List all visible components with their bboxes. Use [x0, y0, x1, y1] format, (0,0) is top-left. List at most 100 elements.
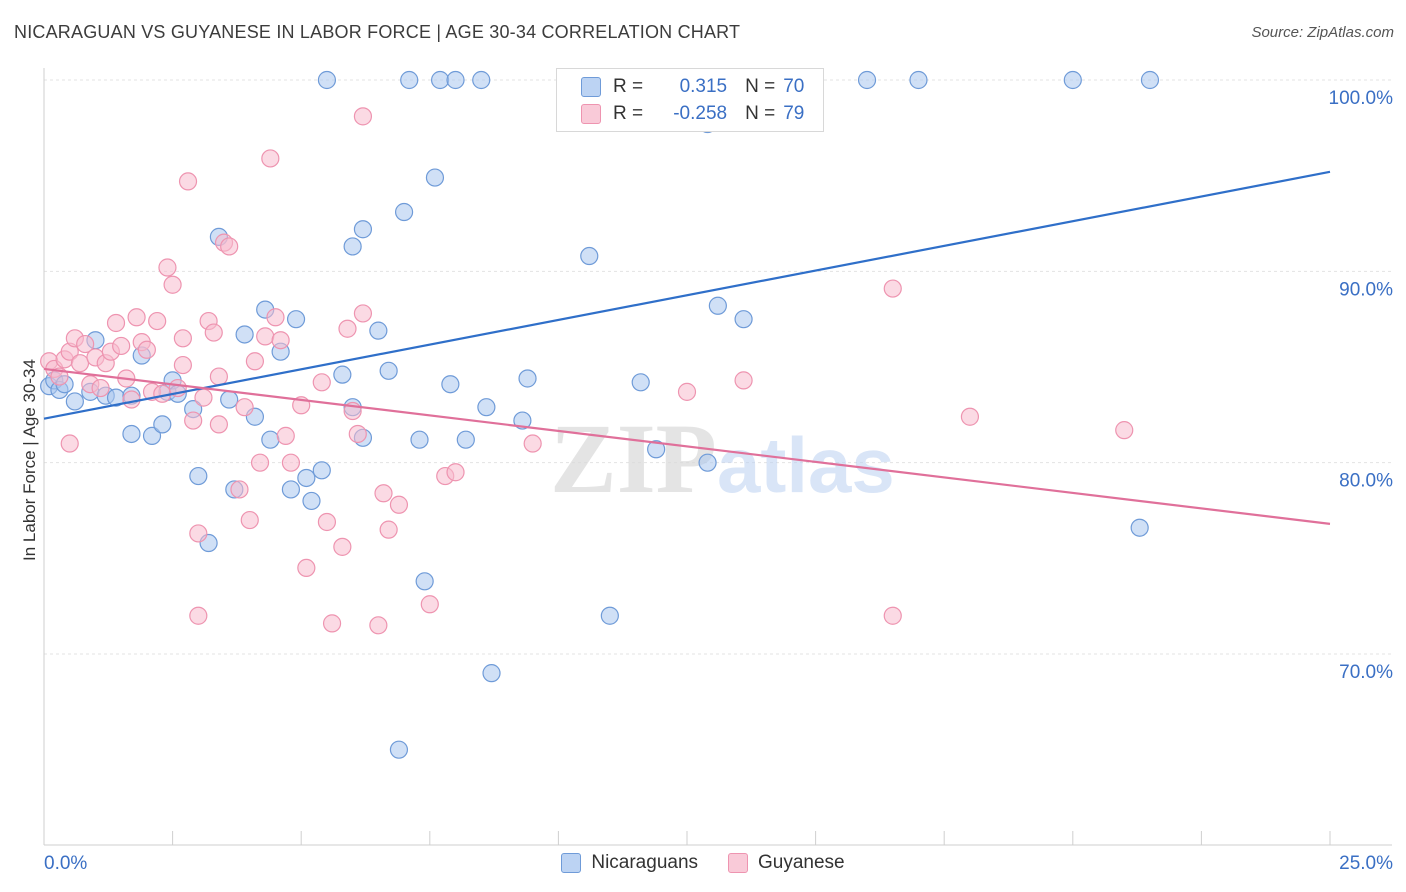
point-guyanese	[353, 304, 373, 323]
point-guyanese	[220, 237, 239, 256]
legend-swatch-blue	[581, 77, 601, 97]
point-nicaraguan	[281, 480, 301, 499]
point-nicaraguan	[1130, 518, 1149, 537]
point-guyanese	[348, 424, 367, 444]
point-guyanese	[297, 558, 316, 578]
y-tick-label: 80.0%	[1339, 471, 1393, 492]
point-guyanese	[312, 373, 331, 392]
trend-line-guyanese	[43, 367, 1331, 525]
point-nicaraguan	[302, 491, 321, 511]
point-guyanese	[158, 258, 177, 277]
correlation-legend: R = 0.315 N = 70 R = -0.258 N = 79	[556, 68, 824, 132]
point-nicaraguan	[600, 606, 619, 625]
point-guyanese	[883, 606, 902, 625]
point-guyanese	[420, 595, 439, 614]
legend-swatch-pink	[728, 853, 749, 873]
point-nicaraguan	[317, 70, 337, 90]
point-nicaraguan	[65, 392, 84, 411]
point-guyanese	[734, 371, 753, 390]
legend-swatch-blue	[561, 853, 582, 873]
tick-labels: 70.0% 80.0% 90.0% 100.0% 0.0% 25.0%	[44, 88, 1393, 874]
watermark: ZIP atlas	[550, 403, 895, 514]
point-guyanese	[209, 367, 228, 386]
axes	[43, 68, 1392, 846]
point-nicaraguan	[312, 461, 331, 480]
point-guyanese	[245, 352, 265, 371]
point-nicaraguan	[286, 310, 306, 329]
y-tick-label: 70.0%	[1339, 662, 1393, 683]
point-nicaraguan	[389, 740, 409, 759]
point-nicaraguan	[430, 70, 450, 90]
n-label: N =	[745, 76, 776, 97]
point-guyanese	[883, 279, 902, 298]
point-guyanese	[266, 308, 285, 327]
trend-line-nicaraguans	[43, 170, 1331, 420]
point-guyanese	[163, 275, 182, 294]
point-guyanese	[106, 313, 126, 333]
point-guyanese	[353, 107, 373, 126]
legend-label: Nicaraguans	[591, 852, 699, 873]
point-nicaraguan	[472, 70, 491, 90]
point-nicaraguan	[647, 440, 666, 459]
point-nicaraguan	[425, 168, 445, 187]
n-value: 79	[783, 103, 805, 124]
point-guyanese	[374, 484, 393, 503]
point-guyanese	[523, 434, 542, 453]
r-label: R =	[613, 103, 644, 124]
point-nicaraguan	[708, 296, 727, 315]
point-nicaraguan	[1140, 70, 1160, 90]
x-tick-label: 25.0%	[1339, 853, 1393, 874]
trend-lines	[43, 170, 1331, 525]
point-guyanese	[281, 453, 301, 472]
point-guyanese	[271, 331, 290, 350]
point-guyanese	[137, 340, 156, 359]
point-guyanese	[256, 327, 275, 346]
point-guyanese	[389, 495, 409, 514]
point-nicaraguan	[580, 246, 599, 266]
point-guyanese	[230, 480, 249, 499]
point-nicaraguan	[394, 202, 414, 222]
point-nicaraguan	[415, 572, 434, 591]
point-nicaraguan	[261, 430, 280, 449]
point-nicaraguan	[379, 361, 398, 380]
y-tick-label: 100.0%	[1329, 88, 1394, 109]
legend-item-nicaraguans[interactable]: Nicaraguans	[561, 852, 698, 874]
point-nicaraguan	[698, 453, 717, 472]
legend-item-guyanese[interactable]: Guyanese	[728, 852, 845, 874]
point-guyanese	[70, 354, 90, 373]
point-nicaraguan	[1063, 70, 1082, 90]
point-guyanese	[112, 336, 131, 356]
point-nicaraguan	[333, 365, 352, 384]
point-guyanese	[369, 616, 388, 635]
chart-title: NICARAGUAN VS GUYANESE IN LABOR FORCE | …	[14, 22, 741, 42]
watermark-atlas: atlas	[717, 421, 895, 509]
n-value: 70	[783, 76, 805, 97]
y-tick-label: 90.0%	[1339, 279, 1393, 300]
point-guyanese	[127, 308, 146, 327]
point-nicaraguan	[189, 466, 208, 486]
point-guyanese	[173, 355, 192, 375]
x-tick-label: 0.0%	[44, 853, 87, 874]
point-guyanese	[379, 520, 398, 539]
point-guyanese	[189, 524, 208, 543]
point-nicaraguan	[631, 373, 650, 392]
point-nicaraguan	[220, 390, 239, 409]
point-nicaraguan	[446, 70, 465, 90]
point-guyanese	[446, 463, 465, 482]
point-nicaraguan	[410, 430, 429, 449]
point-nicaraguan	[297, 468, 316, 488]
point-nicaraguan	[734, 310, 753, 329]
point-guyanese	[240, 510, 259, 530]
r-value: -0.258	[673, 103, 728, 124]
r-label: R =	[613, 76, 644, 97]
point-nicaraguan	[153, 415, 172, 434]
legend-swatch-pink	[581, 104, 601, 124]
point-nicaraguan	[909, 70, 928, 90]
point-guyanese	[148, 311, 167, 331]
point-nicaraguan	[441, 375, 460, 394]
point-nicaraguan	[477, 398, 496, 417]
y-axis-label: In Labor Force | Age 30-34	[20, 359, 39, 561]
point-nicaraguan	[456, 430, 475, 449]
legend-row-guyanese: R = -0.258 N = 79	[581, 101, 804, 127]
point-guyanese	[76, 334, 95, 354]
